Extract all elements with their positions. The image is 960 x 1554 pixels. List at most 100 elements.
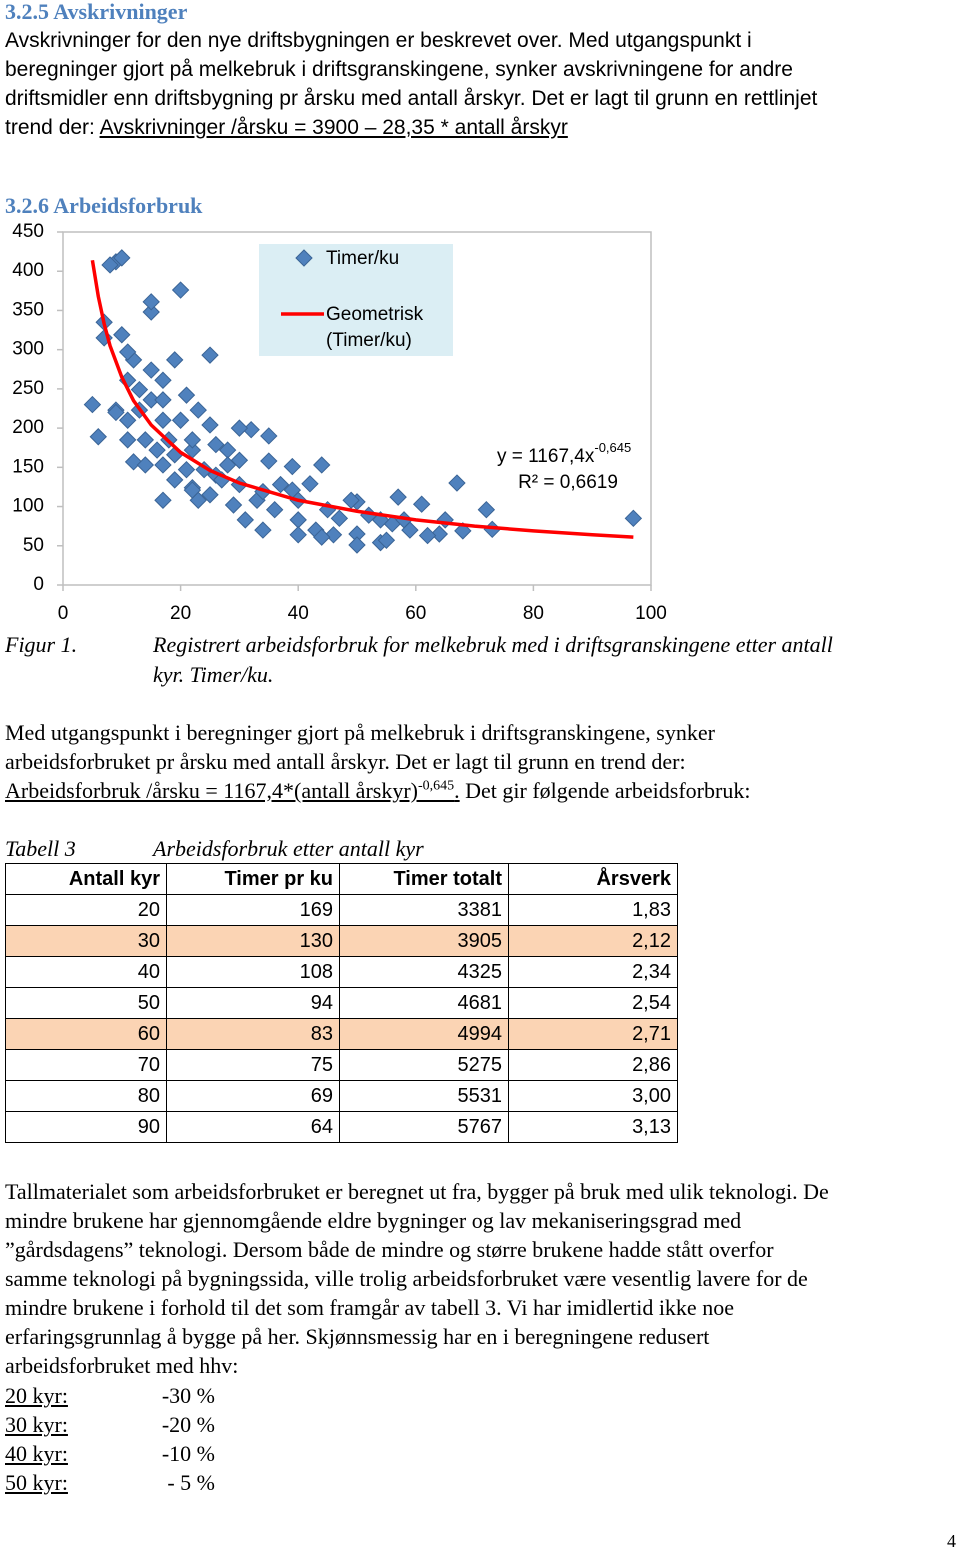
point	[412, 495, 431, 513]
point	[142, 303, 160, 321]
legend-marker	[295, 249, 313, 267]
paragraph-line: Med utgangspunkt i beregninger gjort på …	[5, 720, 715, 745]
trend-line	[90, 259, 634, 539]
text-run: -10 %	[161, 1441, 215, 1466]
point	[230, 419, 249, 437]
table: Antall kyr Timer pr ku Timer totalt Årsverk…	[5, 863, 678, 1143]
table-label: Tabell 3	[5, 836, 76, 861]
table-cell: 50	[5, 987, 167, 1019]
paragraph-line: samme teknologi på bygningssida, ville t…	[5, 1266, 808, 1291]
table-cell: 94	[166, 987, 340, 1019]
reduction-line: 50 kyr: - 5 %	[5, 1470, 215, 1496]
annotation: R² = 0,6619	[518, 472, 618, 493]
text-run: .	[454, 778, 460, 803]
paragraph-line: trend der: Avskrivninger /årsku = 3900 –…	[5, 115, 568, 141]
point	[283, 457, 302, 476]
point	[142, 391, 160, 409]
table-cell: 169	[166, 894, 340, 926]
paragraph-line: mindre brukene har gjennomgående eldre b…	[5, 1208, 742, 1233]
point	[177, 460, 196, 479]
paragraph-line: driftsmidler enn driftsbygning pr årsku …	[5, 87, 818, 110]
point	[154, 391, 172, 409]
table-cell: 2,34	[508, 956, 678, 988]
point	[154, 371, 172, 389]
point	[118, 431, 137, 449]
point	[377, 531, 396, 549]
paragraph-line: arbeidsforbruket pr årsku med antall års…	[5, 749, 686, 774]
point	[207, 435, 225, 454]
table-header: Antall kyr	[5, 863, 167, 895]
table-cell: 5531	[339, 1080, 509, 1112]
point	[201, 486, 219, 504]
table-cell: 40	[5, 956, 167, 988]
table-cell: 3381	[339, 894, 509, 926]
point	[101, 256, 119, 274]
table-cell: 3,13	[508, 1111, 678, 1143]
legend-label: Timer/ku	[326, 248, 399, 269]
x-tick-label: 80	[523, 603, 544, 624]
page-number: 4	[947, 1531, 956, 1551]
point	[389, 488, 407, 506]
point	[89, 428, 107, 446]
annotation: -0,645	[594, 440, 631, 455]
y-tick-label: 300	[12, 339, 44, 360]
text-run: Det gir følgende arbeidsforbruk:	[459, 778, 751, 803]
paragraph-line: Arbeidsforbruk /årsku = 1167,4*(antall å…	[5, 778, 750, 804]
text-run: 20 kyr:	[5, 1383, 68, 1408]
point	[260, 452, 278, 470]
point	[448, 474, 466, 492]
point	[342, 491, 360, 509]
table-cell: 64	[166, 1111, 340, 1143]
point	[177, 386, 196, 404]
table-cell: 90	[5, 1111, 167, 1143]
text-run: 40 kyr:	[5, 1441, 68, 1466]
point	[313, 528, 331, 546]
legend-label: (Timer/ku)	[326, 330, 412, 351]
reduction-line: 20 kyr: -30 %	[5, 1383, 215, 1409]
table-cell: 3905	[339, 925, 509, 957]
text-run: -0,645	[417, 778, 455, 794]
table-cell: 4994	[339, 1018, 509, 1050]
point	[289, 526, 307, 544]
table-cell: 70	[5, 1049, 167, 1081]
table-title: Arbeidsforbruk etter antall kyr	[153, 836, 424, 861]
point	[171, 281, 190, 299]
point	[477, 500, 496, 519]
legend-label: Geometrisk	[326, 304, 424, 325]
point	[154, 491, 172, 509]
y-tick-label: 100	[12, 496, 44, 517]
text-run: Avskrivninger /årsku = 3900 – 28,35 * an…	[99, 116, 568, 139]
table-cell: 2,71	[508, 1018, 678, 1050]
point	[301, 475, 319, 493]
point	[271, 475, 290, 494]
point	[265, 500, 284, 519]
point	[401, 521, 419, 539]
point	[148, 441, 166, 459]
table-cell: 130	[166, 925, 340, 957]
caption-line: kyr. Timer/ku.	[153, 662, 274, 687]
reduction-line: 40 kyr: -10 %	[5, 1441, 215, 1467]
paragraph-line: arbeidsforbruket med hhv:	[5, 1353, 239, 1378]
x-tick-label: 100	[635, 603, 667, 624]
paragraph-line: erfaringsgrunnlag å bygge på her. Skjønn…	[5, 1324, 710, 1349]
paragraph-line: beregninger gjort på melkebruk i driftsg…	[5, 58, 793, 81]
text-run: Arbeidsforbruk /årsku = 1167,4*(antall å…	[5, 778, 418, 803]
table-cell: 20	[5, 894, 167, 926]
point	[118, 411, 137, 429]
point	[183, 431, 202, 449]
point	[166, 471, 184, 489]
y-tick-label: 450	[12, 221, 44, 242]
point	[166, 351, 184, 369]
heading: 3.2.6 Arbeidsforbruk	[5, 193, 203, 218]
point	[289, 511, 307, 529]
text-run: trend der:	[5, 116, 100, 139]
table-cell: 69	[166, 1080, 340, 1112]
heading: 3.2.5 Avskrivninger	[5, 0, 188, 24]
paragraph-line: ”gårdsdagens” teknologi. Dersom både de …	[5, 1237, 774, 1262]
point	[130, 380, 149, 399]
point	[171, 411, 190, 429]
point	[324, 526, 343, 544]
table-header: Timer totalt	[339, 863, 509, 895]
point	[118, 343, 137, 361]
